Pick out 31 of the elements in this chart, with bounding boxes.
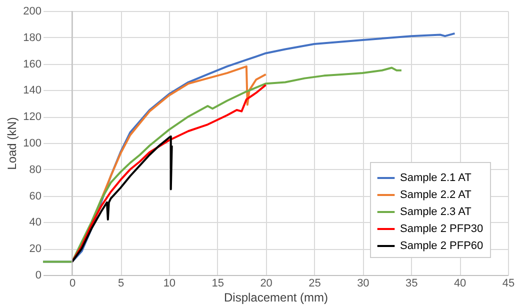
y-tick-label: 40: [29, 216, 42, 229]
x-axis-title: Displacement (mm): [224, 290, 328, 304]
y-tick-label: 20: [29, 243, 42, 256]
x-tick-label: 0: [70, 278, 76, 290]
y-tick-label: 60: [29, 190, 42, 202]
line-series: [42, 66, 402, 263]
x-tick-label: 35: [406, 278, 418, 290]
x-tick-label: 15: [212, 278, 224, 290]
y-tick-label: 200: [23, 6, 42, 18]
x-tick-label: 25: [308, 278, 321, 290]
legend-label: Sample 2.2 AT: [400, 189, 472, 201]
x-tick-label: 20: [260, 278, 272, 290]
y-tick-label: 140: [23, 84, 42, 97]
y-axis-title: Load (kN): [5, 117, 20, 170]
x-tick-label: 30: [357, 278, 370, 290]
y-tick-label: 0: [35, 270, 42, 282]
line-series: [71, 135, 173, 263]
x-tick-label: 10: [163, 278, 176, 290]
x-tick-label: 5: [118, 278, 124, 290]
y-tick-label: 120: [23, 111, 42, 124]
y-tick-label: 180: [23, 32, 42, 44]
x-tick-label: 40: [454, 278, 466, 290]
legend-label: Sample 2.3 AT: [400, 206, 472, 218]
legend-label: Sample 2.1 AT: [400, 172, 472, 184]
legend-label: Sample 2 PFP60: [400, 240, 484, 252]
y-tick-label: 80: [29, 164, 42, 176]
line-series: [71, 84, 267, 263]
y-tick-label: 160: [23, 58, 42, 70]
y-tick-label: 100: [23, 138, 42, 150]
x-tick-label: 45: [502, 278, 515, 290]
legend-label: Sample 2 PFP30: [400, 223, 484, 235]
